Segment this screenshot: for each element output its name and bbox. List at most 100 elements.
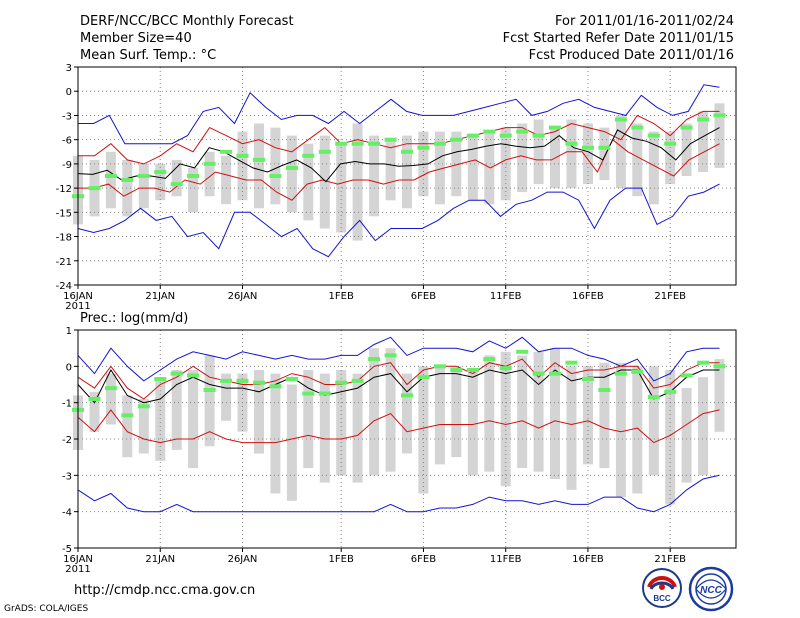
bcc-logo: BCC [642, 568, 682, 608]
prec-box-day-23 [434, 366, 445, 465]
prec-box-day-22 [418, 366, 429, 494]
temp-ytick-label: -18 [56, 233, 72, 244]
temp-box-day-36 [648, 131, 659, 205]
prec-xtick-label: 6FEB [411, 554, 436, 565]
prec-median-day-26 [483, 357, 496, 362]
prec-median-day-16 [318, 391, 331, 396]
prec-median-day-11 [236, 378, 249, 383]
temp-median-day-6 [154, 170, 167, 174]
temp-box-day-23 [434, 131, 445, 205]
temp-xtick-label: 16FEB [572, 291, 604, 302]
ncc-logo-text: NCC [700, 585, 722, 596]
temp-box-day-17 [336, 143, 347, 233]
prec-box-day-18 [352, 373, 363, 483]
temp-median-day-16 [318, 149, 331, 154]
temp-box-day-33 [599, 127, 610, 181]
temp-median-day-2 [88, 186, 101, 191]
prec-xtick-label: 26JAN [228, 554, 258, 565]
temp-median-day-35 [631, 125, 644, 130]
temp-median-day-18 [351, 141, 364, 146]
prec-median-day-34 [614, 371, 627, 376]
prec-median-day-29 [532, 371, 545, 376]
temp-box-day-14 [286, 135, 297, 213]
prec-median-day-4 [121, 413, 134, 418]
prec-median-day-22 [417, 375, 430, 380]
temp-xtick-label: 6FEB [411, 291, 436, 302]
prec-box-day-26 [484, 355, 495, 472]
prec-median-day-13 [269, 384, 282, 389]
prec-box-day-33 [599, 362, 610, 469]
temp-box-day-28 [517, 123, 528, 193]
temp-median-day-31 [565, 141, 578, 146]
prec-box-day-4 [122, 395, 133, 458]
forecast-started-date: Fcst Started Refer Date 2011/01/15 [502, 31, 734, 46]
temp-box-day-19 [369, 135, 380, 217]
temp-xtick-label: 21FEB [654, 291, 686, 302]
prec-median-day-8 [187, 373, 200, 378]
temp-median-day-12 [253, 157, 265, 162]
temp-box-day-4 [122, 159, 133, 217]
prec-box-day-15 [303, 370, 314, 469]
temp-median-day-34 [614, 117, 627, 122]
prec-xtick-label: 21JAN [145, 554, 175, 565]
prec-ytick-label: -1 [62, 399, 72, 410]
prec-box-day-28 [517, 355, 528, 468]
temp-box-day-8 [188, 167, 199, 213]
temp-panel-title: Mean Surf. Temp.: °C [80, 48, 217, 63]
prec-median-day-37 [664, 389, 677, 394]
prec-ytick-label: -5 [62, 544, 72, 555]
prec-median-day-28 [516, 349, 529, 354]
prec-box-day-36 [648, 366, 659, 476]
temp-median-day-15 [302, 153, 315, 158]
prec-median-day-40 [713, 364, 726, 369]
prec-xtick-label: 1FEB [329, 554, 354, 565]
prec-box-day-31 [566, 366, 577, 490]
prec-box-day-29 [533, 351, 544, 472]
prec-median-day-32 [582, 377, 594, 381]
prec-median-day-6 [154, 377, 167, 381]
temp-ytick-label: 3 [66, 63, 72, 74]
temp-ytick-label: -6 [62, 136, 72, 147]
temp-ytick-label: -24 [56, 281, 72, 292]
prec-sigma-upper-line [77, 358, 720, 400]
temp-box-day-7 [171, 159, 182, 197]
temp-box-day-10 [221, 155, 232, 205]
temp-ytick-label: 0 [66, 87, 72, 98]
prec-box-day-25 [467, 370, 478, 476]
prec-median-day-38 [680, 373, 693, 378]
temp-box-day-37 [665, 131, 676, 185]
prec-median-day-27 [499, 366, 512, 371]
temp-sigma-upper-line [78, 110, 720, 165]
temp-median-day-36 [647, 133, 660, 138]
prec-median-day-23 [433, 364, 446, 369]
temp-median-day-14 [285, 165, 298, 170]
temp-box-day-12 [254, 123, 264, 209]
temp-ytick-label: -15 [56, 208, 72, 219]
temp-median-day-4 [121, 178, 134, 182]
prec-median-day-20 [384, 353, 397, 358]
temp-ytick-label: -3 [62, 111, 72, 122]
temp-box-day-21 [402, 135, 412, 209]
temp-box-day-13 [270, 127, 281, 205]
prec-median-day-19 [368, 357, 381, 362]
prec-box-day-39 [698, 377, 709, 476]
temp-median-day-38 [680, 125, 693, 130]
prec-xtick-label: 16JAN [63, 554, 93, 565]
prec-median-day-5 [137, 404, 150, 409]
prec-xtick-label: 21FEB [654, 554, 686, 565]
prec-mean-line [77, 368, 720, 404]
precip-panel-title: Prec.: log(mm/d) [80, 311, 189, 326]
prec-box-day-38 [681, 388, 692, 483]
prec-box-day-2 [89, 391, 100, 432]
temp-box-day-16 [319, 135, 330, 229]
prec-median-day-12 [253, 380, 265, 385]
prec-median-day-36 [647, 395, 660, 400]
prec-box-day-13 [270, 373, 281, 494]
prec-ytick-label: 0 [66, 362, 72, 373]
prec-box-day-8 [188, 370, 199, 469]
prec-median-day-31 [565, 360, 578, 365]
temp-box-day-31 [566, 119, 577, 189]
temp-median-day-26 [483, 129, 496, 134]
prec-xtick-label: 16FEB [572, 554, 604, 565]
